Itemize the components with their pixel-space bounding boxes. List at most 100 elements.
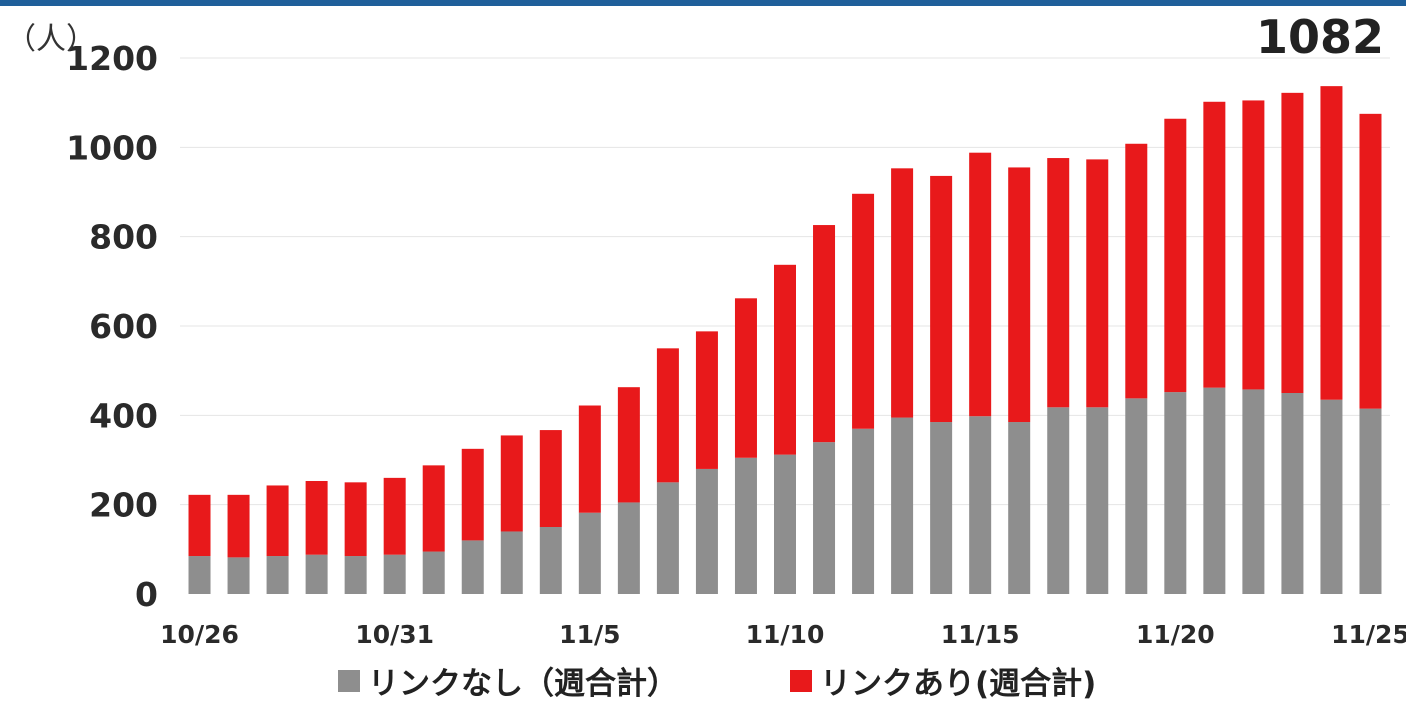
bar-link bbox=[813, 225, 836, 443]
bar-group bbox=[813, 225, 836, 594]
bar-group bbox=[383, 477, 406, 594]
bar-no-link bbox=[734, 457, 757, 594]
bar-group bbox=[578, 405, 601, 594]
bar-no-link bbox=[227, 557, 250, 594]
bar-link bbox=[344, 482, 367, 557]
bar-link bbox=[774, 264, 796, 455]
bar-group bbox=[1008, 167, 1031, 594]
x-tick-label: 11/5 bbox=[559, 620, 620, 649]
bar-group bbox=[617, 387, 640, 594]
bar-group bbox=[461, 448, 484, 594]
x-axis-ticks: 10/26 10/31 11/5 11/10 11/15 11/20 11/25 bbox=[160, 620, 1406, 649]
bar-no-link bbox=[461, 540, 484, 594]
y-axis-unit-label: （人） bbox=[6, 22, 96, 57]
y-tick-label: 400 bbox=[89, 396, 158, 435]
bar-link bbox=[578, 405, 601, 513]
bar-link bbox=[383, 477, 406, 555]
bar-link bbox=[969, 152, 992, 417]
bar-group bbox=[1125, 143, 1148, 594]
bar-group bbox=[1359, 113, 1382, 594]
bar-no-link bbox=[1320, 399, 1343, 594]
legend-label-link: リンクあり(週合計) bbox=[820, 666, 1097, 702]
bar-no-link bbox=[1242, 389, 1265, 594]
legend-item-no-link: リンクなし（週合計） bbox=[338, 658, 678, 703]
bar-group bbox=[1320, 86, 1343, 594]
bar-link bbox=[1203, 101, 1226, 388]
bar-no-link bbox=[383, 554, 406, 594]
bar-group bbox=[1047, 158, 1070, 594]
bar-group bbox=[539, 430, 562, 594]
legend-swatch-link bbox=[790, 669, 812, 692]
y-tick-label: 1200 bbox=[66, 39, 158, 78]
x-tick-label: 10/31 bbox=[355, 620, 434, 649]
y-tick-label: 0 bbox=[135, 575, 158, 614]
x-tick-label: 11/15 bbox=[941, 620, 1020, 649]
bar-link bbox=[734, 298, 757, 458]
bar-group bbox=[969, 152, 992, 594]
bar-link bbox=[617, 387, 640, 503]
y-tick-label: 1000 bbox=[66, 128, 158, 167]
bar-group bbox=[852, 193, 875, 594]
bar-group bbox=[656, 348, 679, 594]
bar-link bbox=[1086, 159, 1109, 408]
gridlines bbox=[180, 57, 1390, 506]
bar-group bbox=[422, 465, 445, 594]
bar-group bbox=[344, 482, 367, 594]
bar-link bbox=[188, 494, 211, 557]
bar-link bbox=[266, 485, 289, 557]
bar-link bbox=[500, 435, 523, 532]
x-tick-label: 10/26 bbox=[160, 620, 239, 649]
y-axis-ticks: 0 200 400 600 800 1000 1200 bbox=[66, 39, 158, 614]
bar-group bbox=[1203, 101, 1226, 594]
bar-no-link bbox=[1008, 422, 1031, 594]
bar-no-link bbox=[969, 416, 992, 594]
bar-link bbox=[656, 348, 679, 483]
bar-link bbox=[1047, 158, 1070, 408]
bar-group bbox=[1242, 100, 1265, 594]
bar-no-link bbox=[1359, 408, 1382, 594]
bar-group bbox=[1164, 118, 1187, 594]
bar-link bbox=[852, 193, 875, 429]
bar-link bbox=[227, 494, 250, 558]
top-stripe bbox=[0, 0, 1406, 6]
bar-group bbox=[695, 331, 718, 594]
bar-group bbox=[227, 494, 250, 594]
bar-no-link bbox=[266, 556, 289, 594]
bar-group bbox=[774, 264, 796, 594]
bar-no-link bbox=[305, 554, 328, 594]
bar-group bbox=[734, 298, 757, 594]
bar-no-link bbox=[1203, 387, 1226, 594]
bar-no-link bbox=[344, 556, 367, 594]
y-tick-label: 200 bbox=[89, 486, 158, 525]
bar-link bbox=[461, 448, 484, 541]
bar-link bbox=[539, 430, 562, 527]
bar-no-link bbox=[1164, 392, 1187, 594]
bar-group bbox=[266, 485, 289, 594]
bar-group bbox=[188, 494, 211, 594]
latest-total-value: 1082 bbox=[1255, 10, 1384, 64]
legend-swatch-no-link bbox=[338, 669, 360, 692]
bar-no-link bbox=[1086, 407, 1109, 594]
bar-no-link bbox=[1125, 398, 1148, 594]
bar-link bbox=[1281, 92, 1304, 393]
bar-group bbox=[930, 175, 953, 594]
bar-link bbox=[891, 168, 914, 418]
bar-link bbox=[422, 465, 445, 552]
y-tick-label: 600 bbox=[89, 307, 158, 346]
y-tick-label: 800 bbox=[89, 218, 158, 257]
bar-no-link bbox=[500, 531, 523, 594]
bar-link bbox=[1008, 167, 1031, 423]
bar-link bbox=[305, 480, 328, 555]
bar-no-link bbox=[1281, 393, 1304, 594]
bar-group bbox=[1281, 92, 1304, 594]
bar-link bbox=[1359, 113, 1382, 409]
bar-no-link bbox=[930, 422, 953, 594]
bar-link bbox=[1125, 143, 1148, 399]
bar-no-link bbox=[852, 428, 875, 594]
bar-no-link bbox=[813, 442, 836, 594]
bar-link bbox=[1242, 100, 1265, 390]
bar-no-link bbox=[891, 417, 914, 594]
bar-group bbox=[891, 168, 914, 594]
bar-no-link bbox=[188, 556, 211, 594]
